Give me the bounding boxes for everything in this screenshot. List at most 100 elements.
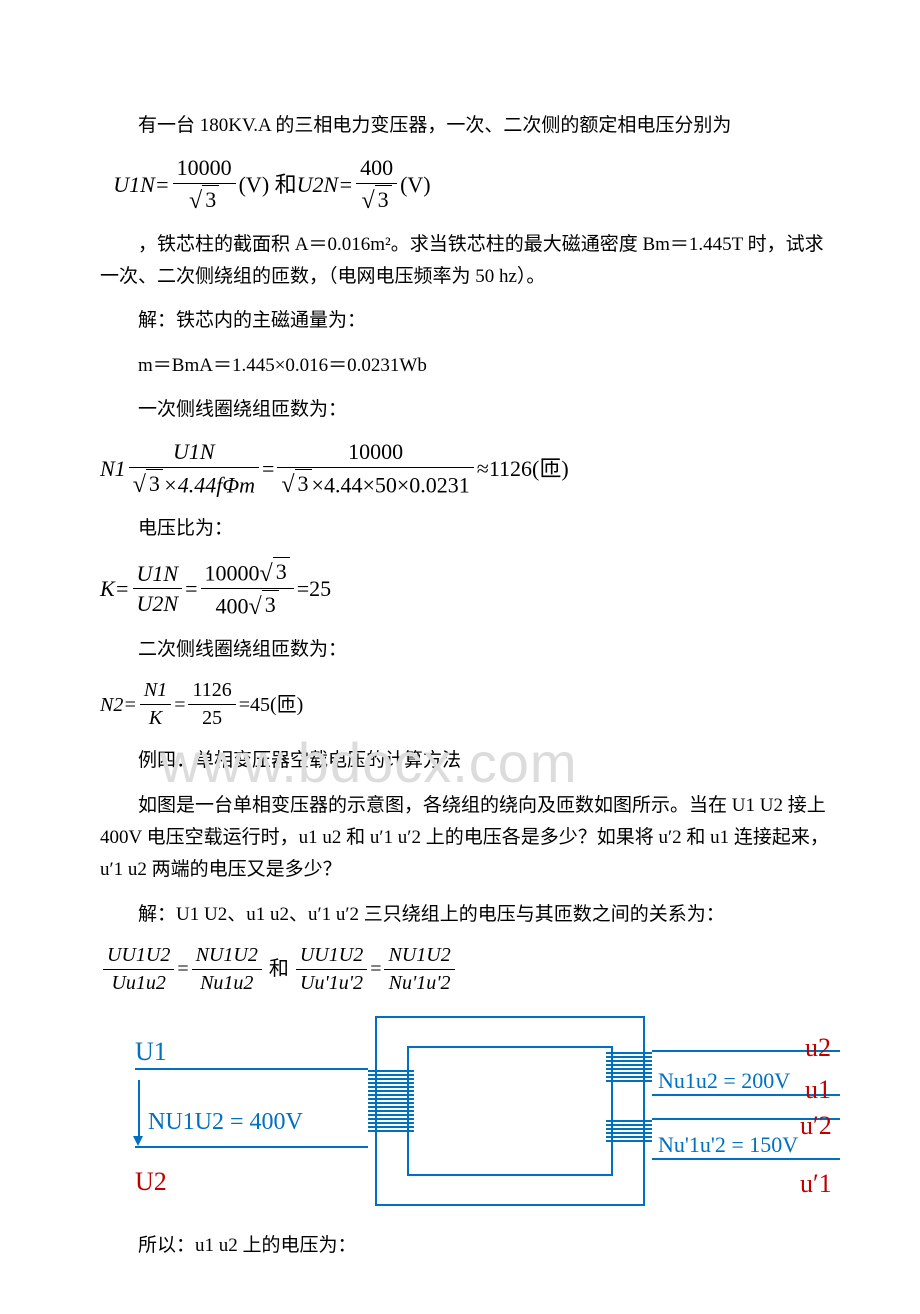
para-n2-label: 二次侧线圈绕组匝数为：: [100, 634, 830, 666]
tail: ≈1126(匝): [477, 450, 569, 487]
num: 400: [356, 154, 397, 182]
formula-u1n-u2n: U1N= 10000 √3 (V) 和 U2N= 400 √3 (V): [113, 154, 830, 215]
secondary-coil-1: [606, 1052, 652, 1084]
num: 10000√3: [201, 557, 294, 587]
formula-ratio: UU1U2 Uu1u2 = NU1U2 Nu1u2 和 UU1U2 Uu'1u'…: [100, 943, 830, 996]
frac-d: NU1U2 Nu'1u'2: [384, 943, 454, 996]
frac-a: U1N √3×4.44fΦm: [129, 438, 259, 499]
num: UU1U2: [103, 943, 174, 968]
radicand: 3: [375, 185, 392, 214]
num: 10000: [173, 154, 236, 182]
eq: =: [174, 688, 185, 722]
arrow-down-icon: [133, 1136, 143, 1146]
sqrt-icon: √3: [281, 469, 311, 498]
num: N1: [140, 678, 171, 703]
tail: =25: [297, 570, 331, 607]
label-up2: u′2: [800, 1104, 832, 1148]
text: 所以：u1 u2 上的电压为：: [138, 1235, 357, 1256]
text: 例四：单相变压器空载电压的计算方法: [138, 750, 461, 771]
frac-a: UU1U2 Uu1u2: [103, 943, 174, 996]
frac-b: 10000√3 400√3: [201, 557, 294, 620]
den: 25: [198, 706, 226, 731]
coef: 10000: [205, 561, 260, 586]
lhs: N2=: [100, 688, 137, 722]
radicand: 3: [146, 469, 163, 498]
frac-b: 1126 25: [188, 678, 235, 731]
radicand: 3: [273, 557, 290, 586]
den: K: [145, 706, 166, 731]
label-U1: U1: [135, 1030, 167, 1074]
para-example4: 例四：单相变压器空载电压的计算方法: [100, 745, 830, 777]
para-problem: 如图是一台单相变压器的示意图，各绕组的绕向及匝数如图所示。当在 U1 U2 接上…: [100, 790, 830, 887]
text: 解：铁芯内的主磁通量为：: [138, 310, 366, 331]
frac-b: 10000 √3×4.44×50×0.0231: [277, 438, 473, 499]
text: 一次侧线圈绕组匝数为：: [138, 399, 347, 420]
den: √3×4.44fΦm: [129, 469, 259, 499]
den: Uu1u2: [107, 971, 169, 996]
para-given: ，铁芯柱的截面积 A＝0.016m²。求当铁芯柱的最大磁通密度 Bm＝1.445…: [100, 229, 830, 294]
rest: ×4.44fΦm: [163, 472, 255, 497]
transformer-diagram: U1 NU1U2 = 400V U2 u2 Nu1u2 = 200V u1 u′…: [100, 1010, 840, 1220]
label-u2: u2: [805, 1026, 831, 1070]
eq: =: [262, 450, 274, 487]
para-sol2: 解：U1 U2、u1 u2、u′1 u′2 三只绕组上的电压与其匝数之间的关系为…: [100, 899, 830, 931]
para-k-label: 电压比为：: [100, 513, 830, 545]
eq: =: [185, 570, 197, 607]
label-up1: u′1: [800, 1162, 832, 1206]
para-flux: m＝BmA＝1.445×0.016＝0.0231Wb: [100, 350, 830, 382]
label-U2: U2: [135, 1160, 167, 1204]
primary-coil: [368, 1070, 414, 1134]
lead-u1: [135, 1068, 368, 1070]
frac-a: U1N U2N: [133, 560, 183, 618]
den: 400√3: [212, 590, 283, 620]
frac-a: N1 K: [140, 678, 171, 731]
text: ，铁芯柱的截面积 A＝0.016m²。求当铁芯柱的最大磁通密度 Bm＝1.445…: [100, 234, 824, 287]
frac-u1n: 10000 √3: [173, 154, 236, 215]
label-Nup1up2: Nu'1u'2 = 150V: [658, 1126, 798, 1163]
text: 解：U1 U2、u1 u2、u′1 u′2 三只绕组上的电压与其匝数之间的关系为…: [138, 904, 725, 925]
sqrt-icon: √3: [189, 185, 219, 214]
formula-n2: N2= N1 K = 1126 25 =45(匝): [100, 678, 830, 731]
sqrt-icon: √3: [260, 557, 290, 586]
num: 10000: [344, 438, 407, 466]
num: U1N: [169, 438, 219, 466]
arrow-line: [138, 1080, 140, 1138]
sqrt-icon: √3: [249, 590, 279, 619]
text: 有一台 180KV.A 的三相电力变压器，一次、二次侧的额定相电压分别为: [138, 115, 731, 136]
frac-c: UU1U2 Uu'1u'2: [296, 943, 367, 996]
radicand: 3: [202, 185, 219, 214]
secondary-coil-2: [606, 1120, 652, 1144]
num: NU1U2: [384, 943, 454, 968]
frac-b: NU1U2 Nu1u2: [192, 943, 262, 996]
sqrt-icon: √3: [133, 469, 163, 498]
eq: =: [177, 952, 188, 986]
para-sol1: 解：铁芯内的主磁通量为：: [100, 305, 830, 337]
eq2: =: [370, 952, 381, 986]
lead-u2: [135, 1146, 368, 1148]
num: 1126: [188, 678, 235, 703]
text: 电压比为：: [138, 518, 233, 539]
text: 二次侧线圈绕组匝数为：: [138, 639, 347, 660]
tail2: (V): [400, 166, 431, 203]
num: NU1U2: [192, 943, 262, 968]
tail1: (V) 和: [239, 166, 297, 203]
num: U1N: [133, 560, 183, 588]
den: Nu'1u'2: [385, 971, 455, 996]
frac-u2n: 400 √3: [356, 154, 397, 215]
num: UU1U2: [296, 943, 367, 968]
den: U2N: [133, 590, 183, 618]
coef: 400: [216, 594, 249, 619]
core-inner: [407, 1046, 613, 1176]
radicand: 3: [295, 469, 312, 498]
sqrt-icon: √3: [361, 185, 391, 214]
label-NU1U2: NU1U2 = 400V: [148, 1102, 303, 1143]
lhs: K=: [100, 570, 130, 607]
rest: ×4.44×50×0.0231: [312, 472, 470, 497]
den: √3×4.44×50×0.0231: [277, 469, 473, 499]
para-so: 所以：u1 u2 上的电压为：: [100, 1230, 830, 1262]
tail: =45(匝): [239, 688, 304, 722]
lhs2: U2N=: [297, 166, 353, 203]
and-text: 和: [269, 952, 289, 986]
text: m＝BmA＝1.445×0.016＝0.0231Wb: [138, 355, 427, 376]
den: Nu1u2: [196, 971, 257, 996]
